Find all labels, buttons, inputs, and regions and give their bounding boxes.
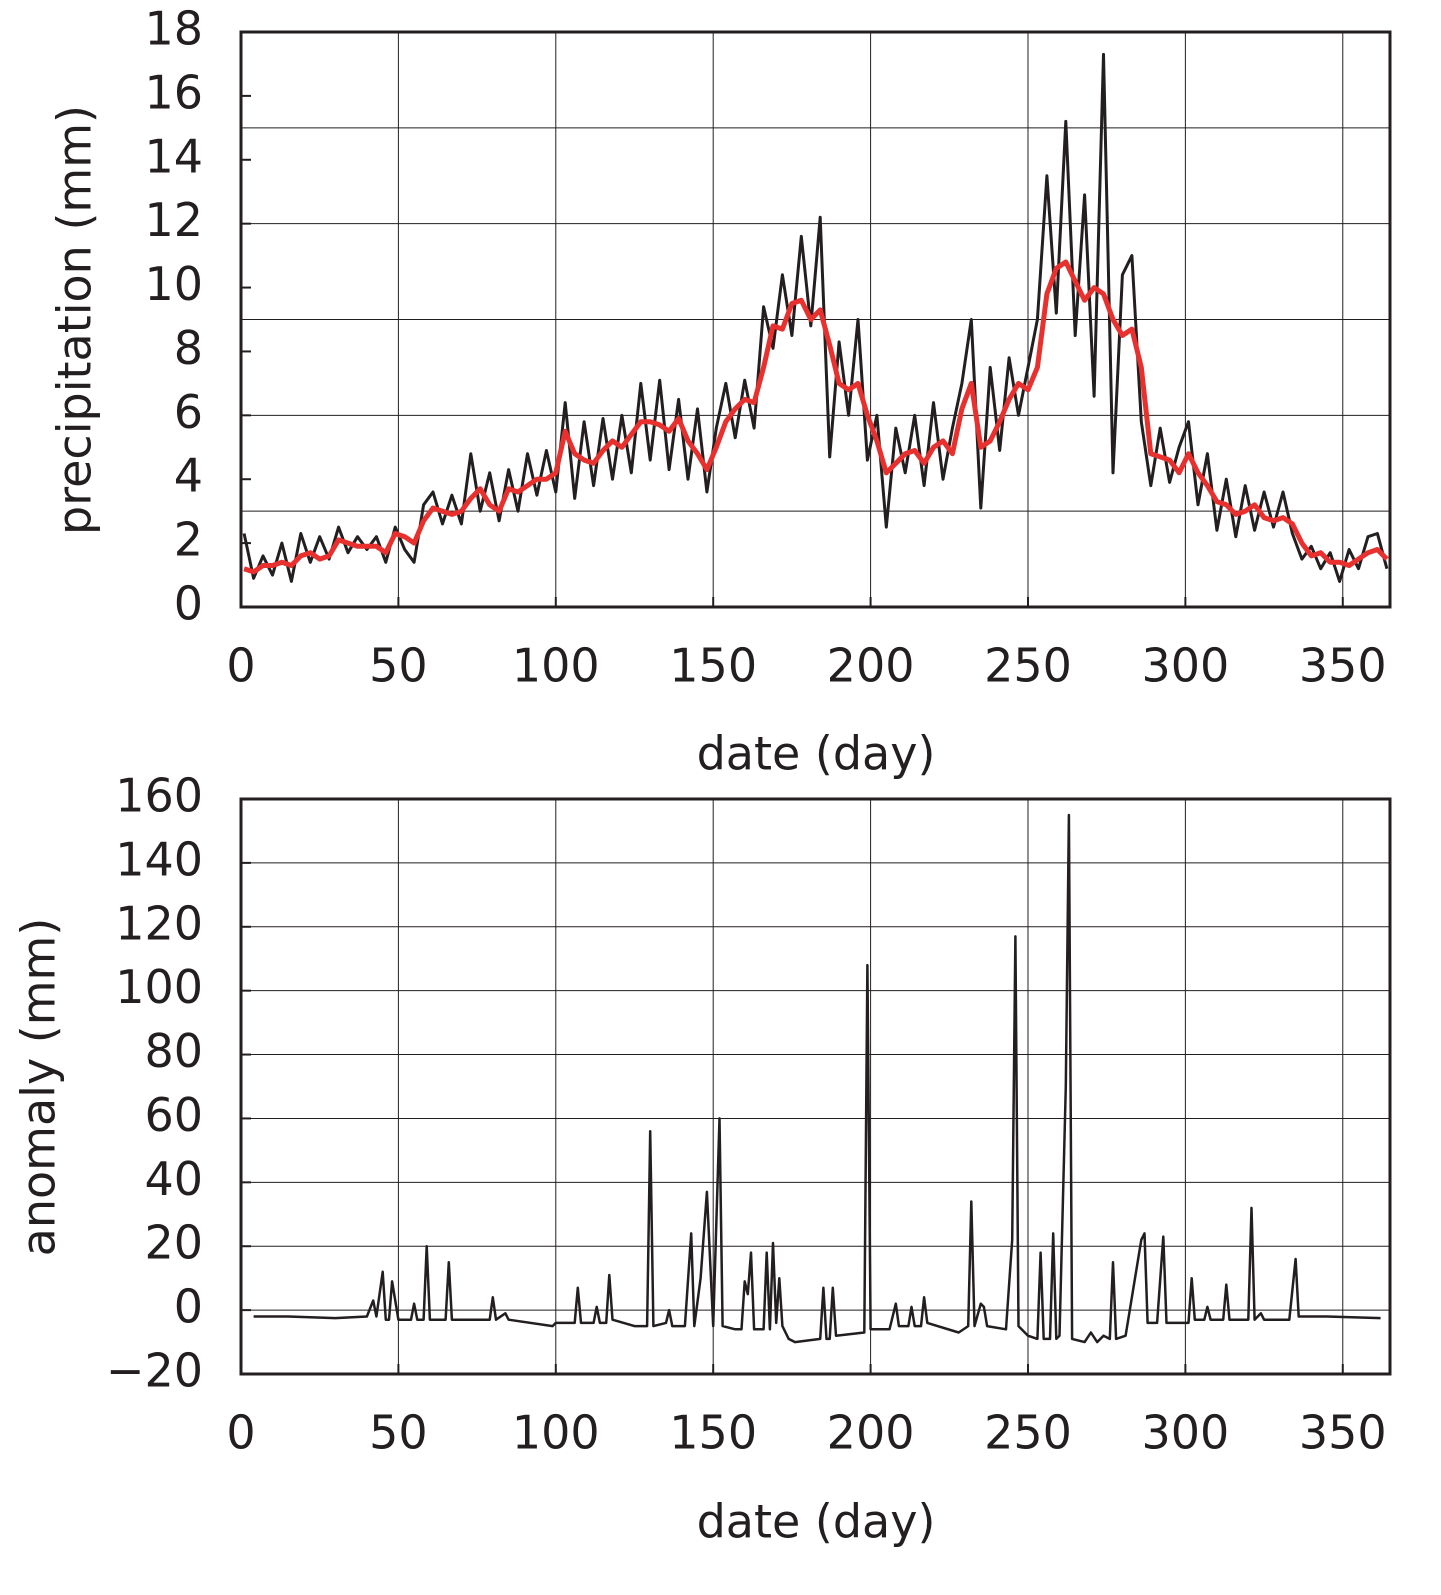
y-tick-label: 40 xyxy=(144,1152,203,1206)
x-axis-label: date (day) xyxy=(697,1495,936,1549)
x-tick-label: 200 xyxy=(827,639,915,693)
y-tick-label: 80 xyxy=(144,1024,203,1078)
x-tick-label: 100 xyxy=(512,1406,600,1460)
y-tick-label: 12 xyxy=(144,193,203,247)
plot-frame xyxy=(239,30,1392,609)
x-tick-label: 200 xyxy=(827,1406,915,1460)
x-tick-label: 250 xyxy=(984,1406,1072,1460)
y-tick-label: 60 xyxy=(144,1088,203,1142)
y-tick-label: 6 xyxy=(174,385,203,439)
y-tick-label: −20 xyxy=(106,1344,203,1398)
x-tick-label: 150 xyxy=(669,1406,757,1460)
y-tick-label: 14 xyxy=(144,129,203,183)
x-tick-label: 0 xyxy=(226,639,255,693)
y-tick-label: 10 xyxy=(144,257,203,311)
plot-frame xyxy=(239,797,1392,1376)
x-tick-label: 300 xyxy=(1141,1406,1229,1460)
x-tick-label: 250 xyxy=(984,639,1072,693)
y-tick-label: 0 xyxy=(174,577,203,631)
y-tick-label: 0 xyxy=(174,1280,203,1334)
y-tick-label: 100 xyxy=(115,960,203,1014)
x-tick-label: 50 xyxy=(369,1406,428,1460)
x-tick-label: 50 xyxy=(369,639,428,693)
data-line xyxy=(242,52,1389,583)
y-tick-label: 20 xyxy=(144,1216,203,1270)
y-tick-label: 2 xyxy=(174,513,203,567)
y-tick-label: 160 xyxy=(115,769,203,823)
y-axis-label: anomaly (mm) xyxy=(12,918,66,1257)
data-line xyxy=(253,813,1381,1344)
y-tick-label: 120 xyxy=(115,896,203,950)
x-tick-label: 350 xyxy=(1299,1406,1387,1460)
y-tick-label: 4 xyxy=(174,449,203,503)
x-tick-label: 0 xyxy=(226,1406,255,1460)
y-tick-label: 16 xyxy=(144,65,203,119)
x-tick-label: 150 xyxy=(669,639,757,693)
y-tick-label: 140 xyxy=(115,832,203,886)
y-tick-label: 8 xyxy=(174,321,203,375)
y-tick-label: 18 xyxy=(144,2,203,56)
x-axis-label: date (day) xyxy=(697,727,936,781)
data-line xyxy=(243,259,1389,575)
x-tick-label: 300 xyxy=(1141,639,1229,693)
y-axis-label: precipitation (mm) xyxy=(48,105,102,535)
x-tick-label: 100 xyxy=(512,639,600,693)
x-tick-label: 350 xyxy=(1299,639,1387,693)
